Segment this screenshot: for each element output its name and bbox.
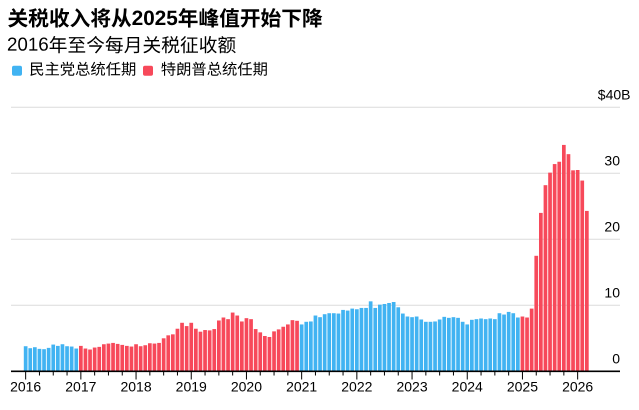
- svg-text:2022: 2022: [341, 379, 372, 395]
- svg-text:2020: 2020: [231, 379, 262, 395]
- svg-text:2017: 2017: [65, 379, 96, 395]
- svg-text:2026: 2026: [562, 379, 593, 395]
- svg-text:$40B: $40B: [598, 87, 631, 103]
- svg-text:20: 20: [604, 219, 620, 235]
- svg-text:2016: 2016: [10, 379, 41, 395]
- svg-text:2018: 2018: [120, 379, 151, 395]
- svg-text:2021: 2021: [286, 379, 317, 395]
- svg-text:10: 10: [604, 285, 620, 301]
- svg-text:2024: 2024: [452, 379, 483, 395]
- svg-text:0: 0: [612, 351, 620, 367]
- svg-text:2019: 2019: [176, 379, 207, 395]
- svg-text:2025: 2025: [507, 379, 538, 395]
- svg-text:2023: 2023: [396, 379, 427, 395]
- svg-text:30: 30: [604, 153, 620, 169]
